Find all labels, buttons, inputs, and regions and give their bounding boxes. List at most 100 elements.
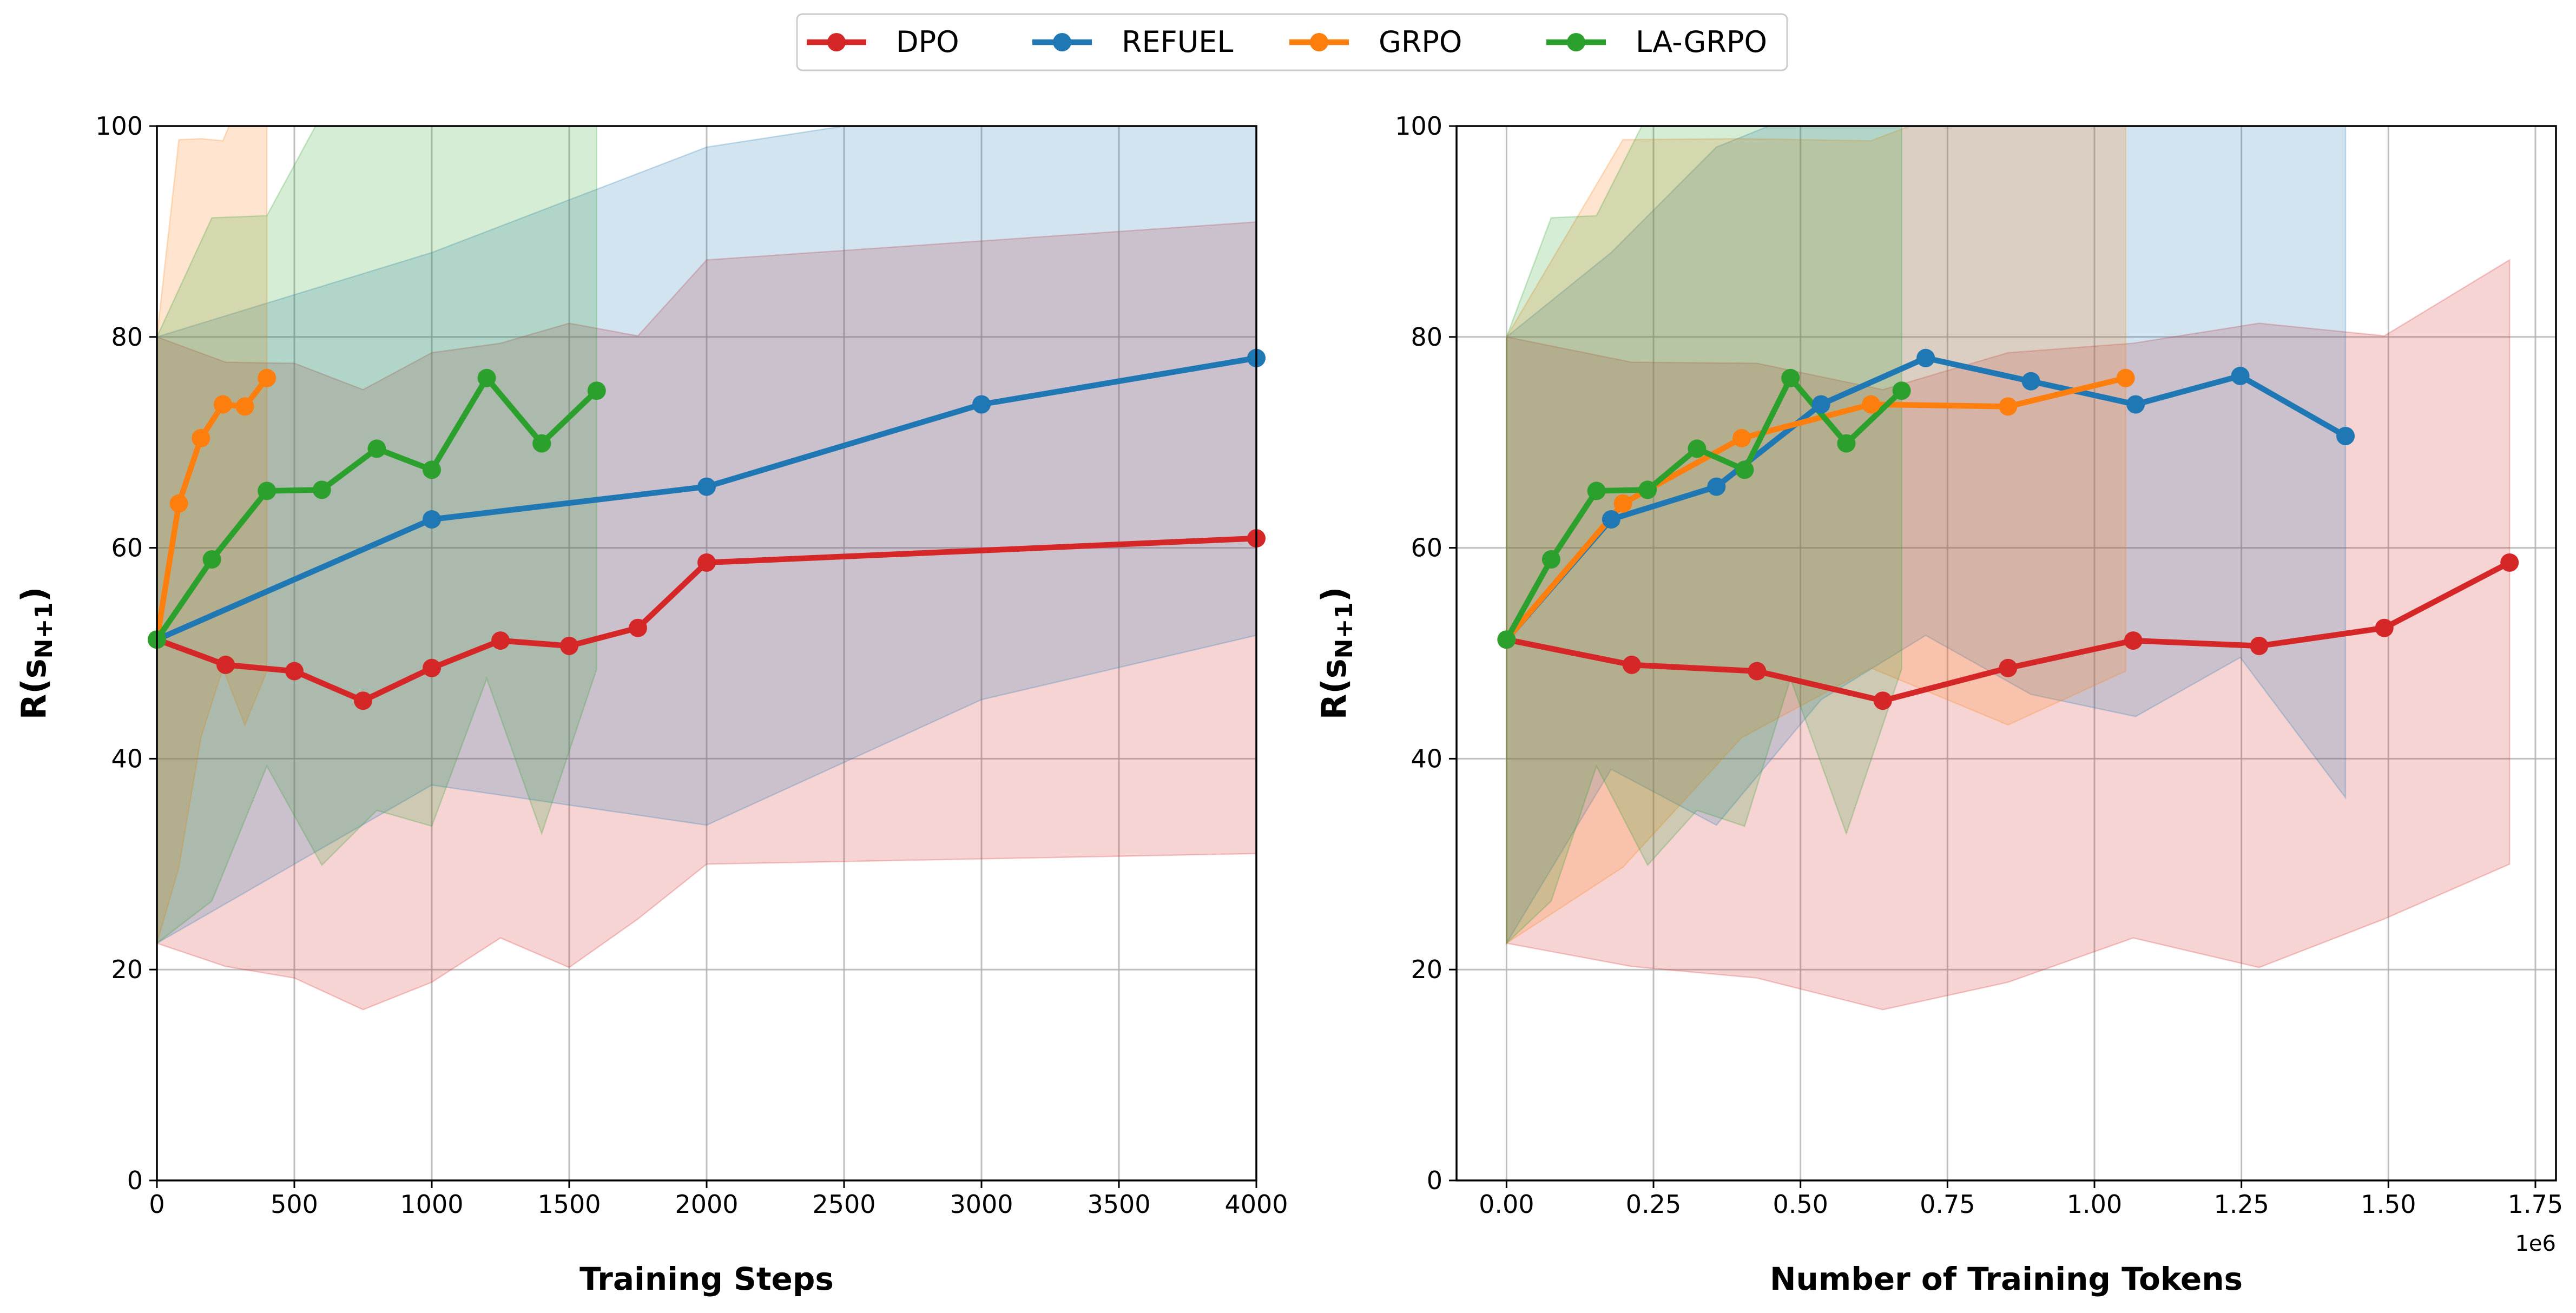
- confidence-bands: [157, 126, 1256, 1011]
- legend-swatch-marker: [1053, 33, 1071, 51]
- data-point-la-grpo: [477, 368, 496, 387]
- series-line-grpo: [1504, 375, 2129, 643]
- data-point-dpo: [2250, 636, 2269, 655]
- legend-label: GRPO: [1379, 25, 1462, 59]
- legend-swatch-marker: [1310, 33, 1328, 51]
- data-point-grpo: [1613, 494, 1632, 513]
- x-tick-label: 3500: [1087, 1190, 1150, 1219]
- data-point-la-grpo: [1638, 480, 1657, 499]
- legend-label: REFUEL: [1122, 25, 1233, 59]
- y-tick-label: 60: [1411, 533, 1442, 563]
- ticks: 0 500 1000 1500 2000 2500 3000 3500 4000 0 20 40 60 8…: [95, 111, 1288, 1219]
- legend-item-refuel: REFUEL: [1032, 25, 1233, 59]
- axes-frame: [1455, 125, 2557, 1182]
- data-point-dpo: [2375, 618, 2394, 637]
- x-tick-label: 500: [271, 1190, 318, 1219]
- ticks: 0.00 0.25 0.50 0.75 1.00 1.25 1.50 1.75 0 20 40 60 8…: [1395, 111, 2563, 1256]
- data-point-dpo: [697, 553, 716, 572]
- data-point-dpo: [560, 636, 578, 655]
- data-point-dpo: [2124, 631, 2143, 650]
- data-point-dpo: [629, 618, 647, 637]
- data-point-la-grpo: [1837, 434, 1856, 453]
- x-offset-label: 1e6: [2515, 1231, 2556, 1256]
- data-point-dpo: [423, 658, 441, 677]
- data-point-grpo: [213, 395, 232, 414]
- band-dpo: [157, 221, 1256, 1011]
- data-point-la-grpo: [1497, 630, 1516, 649]
- y-axis-label-symbol: s: [1314, 658, 1354, 678]
- data-point-refuel: [2336, 427, 2355, 445]
- legend-label: LA-GRPO: [1636, 25, 1767, 59]
- y-tick-label: 100: [1395, 111, 1442, 141]
- y-tick-label: 0: [127, 1166, 143, 1195]
- y-axis-label-close: ): [1314, 587, 1354, 602]
- legend: DPO REFUEL GRPO LA-GRPO: [796, 13, 1788, 71]
- data-point-grpo: [169, 494, 188, 513]
- y-axis-label-subscript: N+1: [1330, 602, 1358, 658]
- data-point-dpo: [1999, 658, 2018, 677]
- y-axis-label: R(sN+1): [14, 587, 58, 720]
- data-point-la-grpo: [312, 480, 331, 499]
- data-point-dpo: [491, 631, 510, 650]
- data-point-refuel: [972, 395, 991, 414]
- x-axis-label: Training Steps: [579, 1261, 834, 1297]
- data-point-la-grpo: [1688, 439, 1707, 458]
- data-point-grpo: [235, 397, 254, 416]
- data-point-refuel: [697, 477, 716, 496]
- x-tick-label: 0.75: [1920, 1190, 1975, 1219]
- legend-item-la-grpo: LA-GRPO: [1546, 25, 1767, 59]
- data-point-grpo: [192, 428, 210, 447]
- legend-swatch-marker: [1567, 33, 1585, 51]
- data-point-la-grpo: [587, 381, 606, 400]
- y-axis-label: R(sN+1): [1314, 587, 1358, 720]
- x-tick-label: 1.50: [2361, 1190, 2416, 1219]
- y-tick-label: 100: [95, 111, 143, 141]
- x-tick-label: 0.00: [1479, 1190, 1534, 1219]
- data-point-refuel: [2231, 366, 2250, 385]
- x-tick-label: 3000: [950, 1190, 1013, 1219]
- data-point-la-grpo: [258, 481, 276, 500]
- data-point-dpo: [1748, 662, 1767, 681]
- x-tick-label: 1.00: [2067, 1190, 2122, 1219]
- data-point-dpo: [1622, 655, 1641, 674]
- data-point-grpo: [258, 368, 276, 387]
- data-point-refuel: [1916, 348, 1935, 367]
- x-tick-label: 1500: [537, 1190, 601, 1219]
- legend-item-dpo: DPO: [807, 25, 959, 59]
- series-line-dpo: [157, 535, 1256, 704]
- y-tick-label: 80: [111, 322, 143, 352]
- data-point-la-grpo: [532, 434, 551, 453]
- band-refuel: [157, 126, 1256, 944]
- data-point-la-grpo: [1541, 550, 1560, 569]
- data-point-la-grpo: [202, 550, 221, 569]
- y-tick-label: 40: [111, 744, 143, 773]
- data-point-dpo: [354, 691, 372, 710]
- data-point-refuel: [2021, 372, 2040, 391]
- legend-label: DPO: [896, 25, 959, 59]
- data-point-la-grpo: [423, 460, 441, 479]
- data-point-dpo: [216, 655, 235, 674]
- panel-right: 0.00 0.25 0.50 0.75 1.00 1.25 1.50 1.75 0 20 40 60 8…: [1314, 111, 2563, 1297]
- legend-swatch-marker: [827, 33, 846, 51]
- data-point-grpo: [1999, 397, 2018, 416]
- band-la-grpo: [157, 126, 598, 945]
- x-tick-label: 0: [149, 1190, 164, 1219]
- data-point-grpo: [1732, 428, 1751, 447]
- data-point-refuel: [1707, 477, 1726, 496]
- y-axis-label-close: ): [14, 587, 54, 602]
- x-axis-label: Number of Training Tokens: [1770, 1261, 2243, 1297]
- y-tick-label: 0: [1427, 1166, 1442, 1195]
- y-tick-label: 40: [1411, 744, 1442, 773]
- data-point-refuel: [1602, 510, 1620, 529]
- data-point-la-grpo: [367, 439, 386, 458]
- legend-item-grpo: GRPO: [1289, 25, 1462, 59]
- data-point-grpo: [1862, 395, 1881, 414]
- data-point-dpo: [1873, 691, 1892, 710]
- x-tick-label: 1000: [400, 1190, 463, 1219]
- data-point-la-grpo: [1892, 381, 1911, 400]
- x-tick-label: 4000: [1224, 1190, 1288, 1219]
- data-point-refuel: [1811, 395, 1830, 414]
- x-tick-label: 2500: [812, 1190, 875, 1219]
- x-tick-label: 1.75: [2508, 1190, 2563, 1219]
- x-tick-label: 1.25: [2213, 1190, 2269, 1219]
